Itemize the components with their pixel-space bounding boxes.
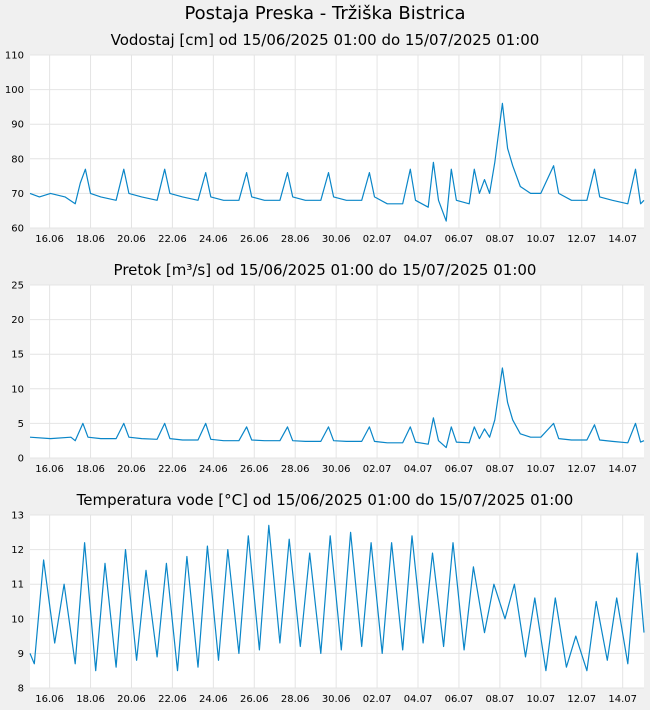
x-tick-label: 18.06: [76, 464, 105, 475]
x-tick-label: 16.06: [35, 694, 64, 705]
x-tick-label: 12.07: [567, 234, 596, 245]
x-tick-label: 08.07: [486, 694, 515, 705]
x-tick-label: 12.07: [567, 694, 596, 705]
chart-1-title: Vodostaj [cm] od 15/06/2025 01:00 do 15/…: [110, 31, 540, 49]
x-tick-label: 20.06: [117, 464, 146, 475]
x-tick-label: 18.06: [76, 694, 105, 705]
x-tick-label: 06.07: [445, 234, 474, 245]
x-tick-label: 28.06: [281, 234, 310, 245]
y-tick-label: 80: [11, 154, 24, 165]
y-tick-label: 9: [18, 649, 24, 660]
x-tick-label: 02.07: [363, 464, 392, 475]
y-tick-label: 70: [11, 189, 24, 200]
plot-area: [30, 285, 644, 458]
x-tick-label: 06.07: [445, 694, 474, 705]
x-tick-label: 30.06: [322, 234, 351, 245]
x-tick-label: 04.07: [404, 234, 433, 245]
main-title: Postaja Preska - Tržiška Bistrica: [184, 3, 466, 24]
x-tick-label: 06.07: [445, 464, 474, 475]
x-tick-label: 24.06: [199, 234, 228, 245]
chart-2-title: Pretok [m³/s] od 15/06/2025 01:00 do 15/…: [113, 261, 537, 279]
x-tick-label: 04.07: [404, 694, 433, 705]
series-line: [29, 102, 645, 222]
x-tick-label: 30.06: [322, 694, 351, 705]
y-tick-label: 10: [11, 614, 24, 625]
x-tick-label: 26.06: [240, 464, 269, 475]
x-tick-label: 28.06: [281, 464, 310, 475]
y-tick-label: 11: [11, 580, 24, 591]
x-tick-label: 20.06: [117, 694, 146, 705]
x-tick-label: 14.07: [608, 464, 637, 475]
chart-2: 16.06 18.06 20.06 22.06 24.06 26.06 28.06 30.06…: [11, 281, 645, 475]
y-tick-label: 110: [5, 51, 24, 62]
x-tick-label: 16.06: [35, 234, 64, 245]
x-tick-label: 22.06: [158, 234, 187, 245]
y-tick-label: 90: [11, 120, 24, 131]
x-tick-label: 26.06: [240, 694, 269, 705]
series-line: [29, 367, 645, 449]
y-tick-label: 8: [18, 684, 24, 695]
x-tick-label: 14.07: [608, 234, 637, 245]
plot-area: [30, 55, 644, 228]
x-tick-label: 30.06: [322, 464, 351, 475]
chart-3-title: Temperatura vode [°C] od 15/06/2025 01:0…: [76, 491, 574, 509]
y-tick-label: 12: [11, 545, 24, 556]
y-tick-label: 20: [11, 315, 24, 326]
x-tick-label: 22.06: [158, 464, 187, 475]
x-tick-label: 10.07: [526, 464, 555, 475]
x-tick-label: 04.07: [404, 464, 433, 475]
y-tick-label: 15: [11, 350, 24, 361]
x-tick-label: 20.06: [117, 234, 146, 245]
y-tick-label: 13: [11, 511, 24, 522]
x-tick-label: 16.06: [35, 464, 64, 475]
y-tick-label: 100: [5, 85, 24, 96]
x-tick-label: 24.06: [199, 464, 228, 475]
x-tick-label: 26.06: [240, 234, 269, 245]
x-tick-label: 18.06: [76, 234, 105, 245]
y-tick-label: 5: [18, 419, 24, 430]
y-tick-label: 60: [11, 224, 24, 235]
x-tick-label: 02.07: [363, 234, 392, 245]
series-line: [29, 524, 645, 672]
x-tick-label: 24.06: [199, 694, 228, 705]
x-tick-label: 08.07: [486, 234, 515, 245]
chart-3: 16.06 18.06 20.06 22.06 24.06 26.06 28.06 30.06…: [11, 511, 645, 705]
x-tick-label: 10.07: [526, 694, 555, 705]
x-tick-label: 14.07: [608, 694, 637, 705]
y-tick-label: 25: [11, 281, 24, 292]
x-tick-label: 22.06: [158, 694, 187, 705]
x-tick-label: 08.07: [486, 464, 515, 475]
chart-1: 16.06 18.06 20.06 22.06 24.06 26.06 28.06 30.06…: [5, 51, 645, 245]
x-tick-label: 28.06: [281, 694, 310, 705]
y-tick-label: 10: [11, 384, 24, 395]
x-tick-label: 12.07: [567, 464, 596, 475]
x-tick-label: 02.07: [363, 694, 392, 705]
y-tick-label: 0: [18, 454, 24, 465]
x-tick-label: 10.07: [526, 234, 555, 245]
